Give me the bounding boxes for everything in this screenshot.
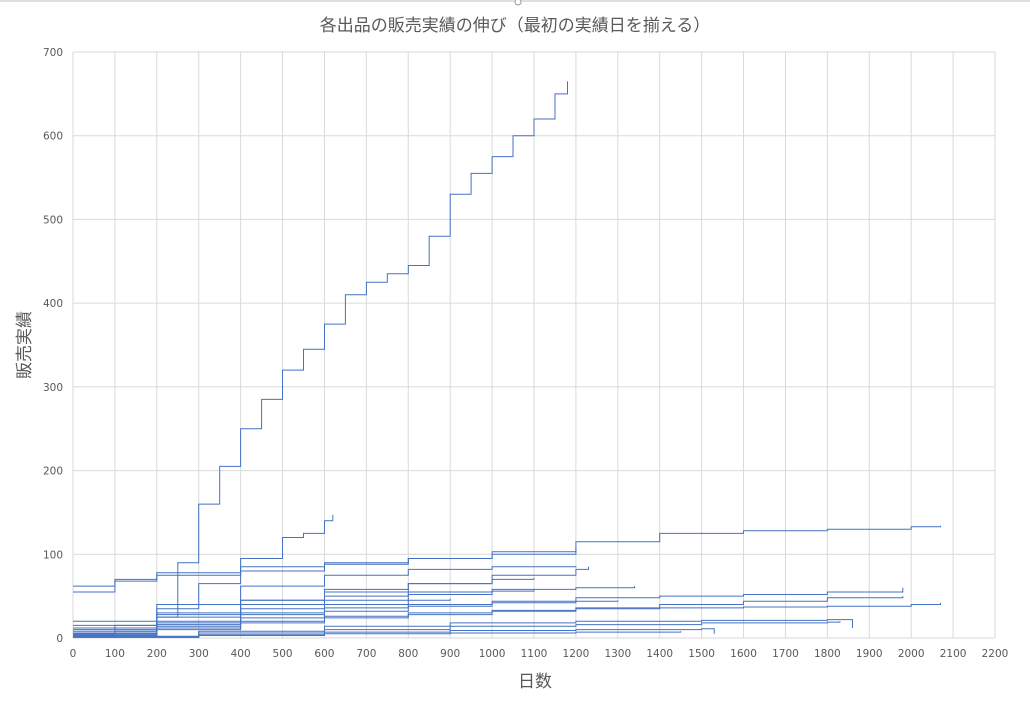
x-tick-label-20: 2000 <box>898 648 925 660</box>
x-tick-label-5: 500 <box>273 648 293 660</box>
x-tick-label-3: 300 <box>189 648 209 660</box>
x-tick-label-13: 1300 <box>604 648 631 660</box>
x-tick-label-9: 900 <box>440 648 460 660</box>
y-tick-label-1: 100 <box>43 549 63 561</box>
x-tick-label-17: 1700 <box>772 648 799 660</box>
x-tick-label-18: 1800 <box>814 648 841 660</box>
chart-title: 各出品の販売実績の伸び（最初の実績日を揃える） <box>320 16 711 36</box>
x-tick-label-6: 600 <box>314 648 334 660</box>
series-line-2 <box>73 525 941 587</box>
y-tick-label-5: 500 <box>43 214 63 226</box>
x-tick-label-19: 1900 <box>856 648 883 660</box>
x-tick-label-7: 700 <box>356 648 376 660</box>
gridlines <box>72 51 996 639</box>
x-axis-ticks: 0 100 200 300 400 500 600 700 800 900 1000 1100 1200… <box>70 648 1009 660</box>
y-tick-label-2: 200 <box>43 466 63 478</box>
x-tick-label-1: 100 <box>105 648 125 660</box>
x-tick-label-4: 400 <box>231 648 251 660</box>
x-tick-label-14: 1400 <box>646 648 673 660</box>
x-tick-label-15: 1500 <box>688 648 715 660</box>
series-line-3 <box>73 547 577 593</box>
series-line-17 <box>73 631 682 638</box>
x-tick-label-16: 1600 <box>730 648 757 660</box>
x-tick-label-8: 800 <box>398 648 418 660</box>
y-tick-label-3: 300 <box>43 382 63 394</box>
x-axis-title: 日数 <box>518 672 552 692</box>
series-lines <box>73 81 941 638</box>
x-tick-label-12: 1200 <box>563 648 590 660</box>
y-tick-label-7: 700 <box>43 47 63 59</box>
series-line-10 <box>73 621 841 638</box>
series-line-12 <box>73 577 535 629</box>
y-tick-label-6: 600 <box>43 131 63 143</box>
x-tick-label-10: 1000 <box>479 648 506 660</box>
x-tick-label-0: 0 <box>70 648 77 660</box>
series-line-9 <box>73 619 853 637</box>
y-axis-ticks: 0 100 200 300 400 500 600 700 <box>43 47 63 645</box>
series-line-13 <box>73 589 535 634</box>
x-tick-label-21: 2100 <box>940 648 967 660</box>
y-axis-title: 販売実績 <box>15 311 35 379</box>
y-tick-label-0: 0 <box>56 633 63 645</box>
x-tick-label-22: 2200 <box>982 648 1009 660</box>
series-line-11 <box>73 566 589 631</box>
series-line-16 <box>73 628 715 638</box>
top-resize-handle[interactable] <box>514 0 522 6</box>
series-line-0 <box>73 81 568 637</box>
x-tick-label-11: 1100 <box>521 648 548 660</box>
series-line-15 <box>73 600 619 636</box>
series-line-1 <box>73 514 334 635</box>
x-tick-label-2: 200 <box>147 648 167 660</box>
y-tick-label-4: 400 <box>43 298 63 310</box>
series-line-4 <box>73 566 577 622</box>
series-line-8 <box>73 596 904 636</box>
